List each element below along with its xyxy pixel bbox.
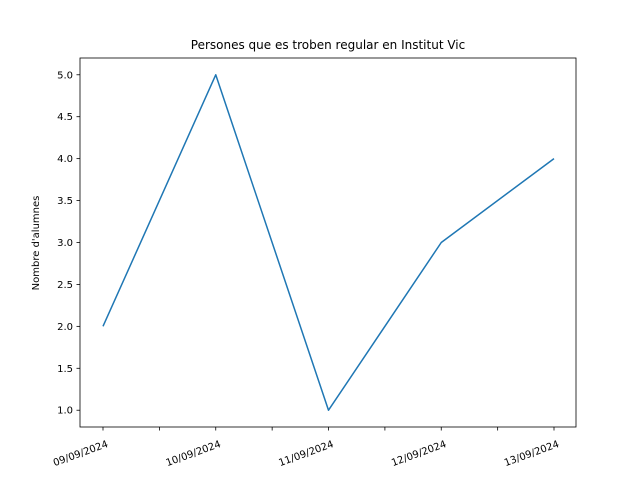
y-tick-label: 4.5 xyxy=(57,112,73,123)
chart-title: Persones que es troben regular en Instit… xyxy=(191,38,465,52)
plot-frame xyxy=(79,57,577,428)
x-tick-label: 11/09/2024 xyxy=(277,439,335,469)
y-tick-label: 1.5 xyxy=(57,364,73,375)
y-tick-label: 3.5 xyxy=(57,196,73,207)
x-tick-label: 13/09/2024 xyxy=(503,439,561,469)
y-tick-label: 1.0 xyxy=(57,406,73,417)
y-tick-label: 2.0 xyxy=(57,322,73,333)
y-axis-label: Nombre d'alumnes xyxy=(31,196,42,291)
plot-area: 1.0 1.5 2.0 2.5 3.0 3.5 4.0 4.5 5.0 09/09/2024 10/… xyxy=(52,57,577,469)
y-tick-label: 2.5 xyxy=(57,280,73,291)
y-tick-label: 4.0 xyxy=(57,154,73,165)
y-tick-label: 3.0 xyxy=(57,238,73,249)
x-tick-label: 10/09/2024 xyxy=(165,439,223,469)
y-tick-label: 5.0 xyxy=(57,70,73,81)
series-line xyxy=(102,74,555,411)
x-tick-label: 09/09/2024 xyxy=(52,439,110,469)
x-tick-label: 12/09/2024 xyxy=(390,439,448,469)
